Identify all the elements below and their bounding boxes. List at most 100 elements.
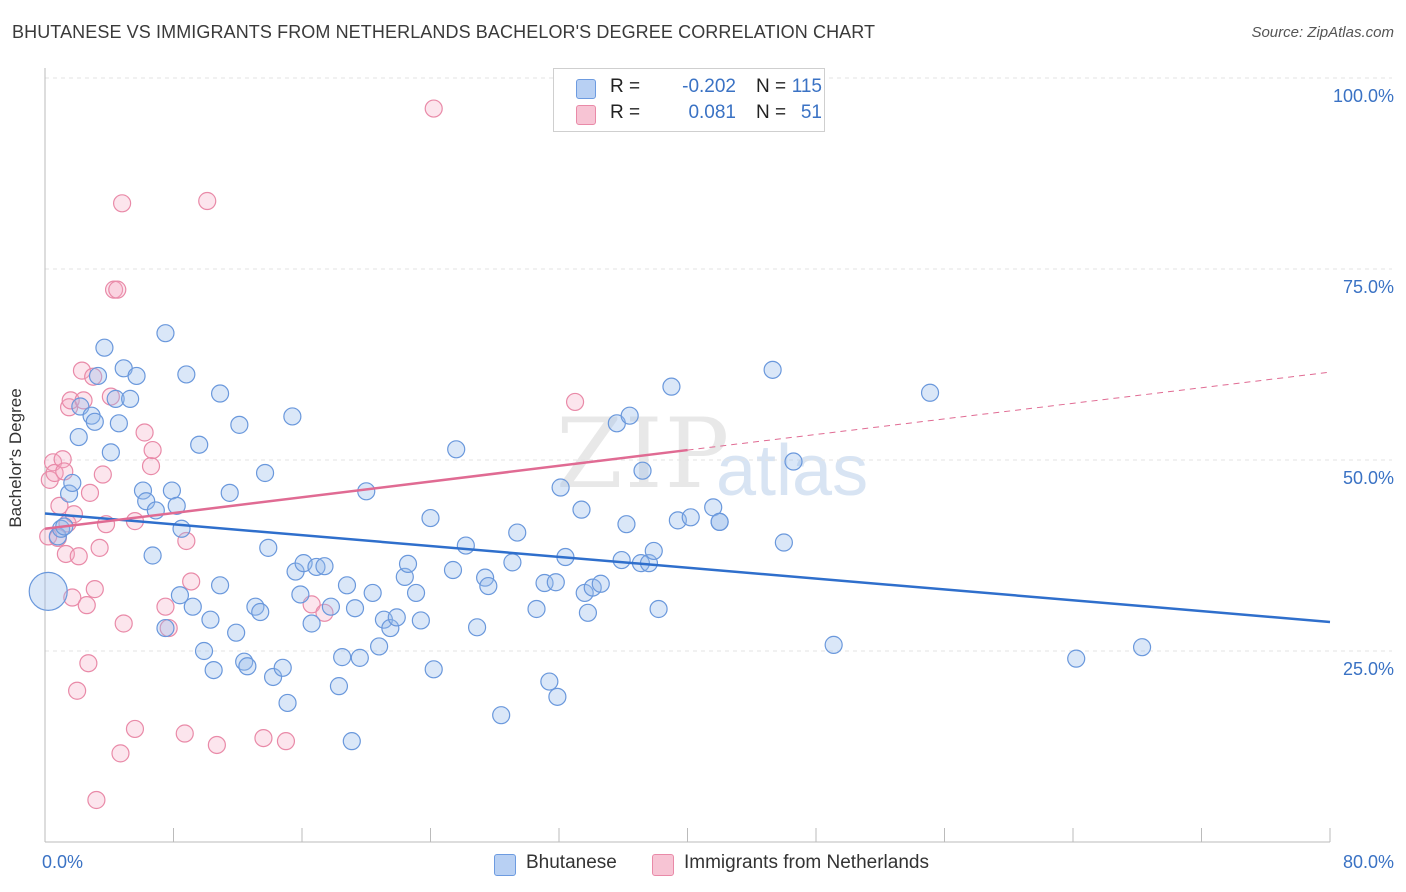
bhutanese-point xyxy=(259,538,278,557)
bhutanese-point xyxy=(121,389,140,408)
netherlands-point xyxy=(79,654,98,673)
bhutanese-point xyxy=(424,660,443,679)
bhutanese-point xyxy=(774,533,793,552)
bhutanese-point xyxy=(156,324,175,343)
bhutanese-point xyxy=(784,452,803,471)
series-netherlands-points xyxy=(39,99,585,810)
bhutanese-point xyxy=(278,693,297,713)
bhutanese-trend-line xyxy=(44,512,1331,624)
bhutanese-point xyxy=(363,583,382,603)
bhutanese-point xyxy=(255,463,275,483)
bhutanese-point xyxy=(315,557,334,576)
bhutanese-point xyxy=(467,618,487,637)
bhutanese-point xyxy=(88,366,108,386)
netherlands-point xyxy=(276,732,296,751)
bhutanese-point xyxy=(333,648,352,667)
netherlands-point xyxy=(84,367,103,386)
netherlands-point xyxy=(80,483,100,502)
netherlands-point xyxy=(87,790,106,810)
bottom-legend-swatch-netherlands xyxy=(652,854,674,876)
netherlands-point xyxy=(77,596,96,615)
netherlands-point xyxy=(198,191,217,211)
bhutanese-point xyxy=(170,586,190,605)
bhutanese-point xyxy=(210,384,230,403)
bhutanese-point xyxy=(503,553,522,572)
netherlands-point xyxy=(85,580,104,599)
legend-n-value: 51 xyxy=(800,102,822,123)
bhutanese-point xyxy=(617,515,636,534)
bhutanese-point xyxy=(133,481,153,500)
bhutanese-point xyxy=(302,614,321,633)
bhutanese-point xyxy=(220,483,239,502)
bhutanese-point xyxy=(85,412,104,431)
legend-r-label: R = xyxy=(610,102,641,123)
bhutanese-point xyxy=(633,461,652,480)
legend-swatch-bhutanese xyxy=(576,79,596,99)
bhutanese-point xyxy=(824,635,843,654)
netherlands-point xyxy=(69,547,88,566)
netherlands-point xyxy=(135,423,154,442)
netherlands-point xyxy=(101,387,120,406)
bhutanese-point xyxy=(246,597,265,616)
bhutanese-point xyxy=(321,597,341,616)
bhutanese-point xyxy=(291,585,310,604)
bhutanese-point xyxy=(710,512,729,531)
bhutanese-point xyxy=(106,389,125,408)
netherlands-point xyxy=(125,719,145,739)
bhutanese-point xyxy=(620,406,639,425)
bhutanese-point xyxy=(421,508,440,528)
bhutanese-point xyxy=(137,492,156,511)
grid-lines xyxy=(45,77,1392,652)
netherlands-point xyxy=(68,681,87,700)
bhutanese-point xyxy=(540,672,559,691)
bhutanese-point xyxy=(406,583,426,603)
watermark-zip: ZIP xyxy=(556,398,732,510)
bhutanese-point xyxy=(230,415,249,434)
legend-r-label: R = xyxy=(610,76,641,97)
bhutanese-point xyxy=(162,481,181,500)
bhutanese-point xyxy=(387,608,406,627)
bhutanese-point xyxy=(411,611,430,630)
bhutanese-point xyxy=(177,365,196,384)
bhutanese-point xyxy=(95,338,114,357)
axes xyxy=(44,68,1331,843)
source-label: Source: ZipAtlas.com xyxy=(1251,24,1394,41)
bhutanese-point xyxy=(251,602,270,622)
legend-r-value: -0.202 xyxy=(682,76,736,97)
bhutanese-point xyxy=(127,366,146,386)
netherlands-point xyxy=(93,465,112,484)
bhutanese-point xyxy=(69,427,88,447)
bhutanese-point xyxy=(201,610,220,629)
bhutanese-point xyxy=(456,536,475,555)
bottom-legend-label-netherlands: Immigrants from Netherlands xyxy=(684,852,929,873)
bhutanese-point xyxy=(662,377,681,396)
bhutanese-point xyxy=(763,360,782,379)
bhutanese-point xyxy=(398,554,418,574)
bhutanese-point xyxy=(546,573,565,592)
bhutanese-point xyxy=(329,677,349,696)
netherlands-point xyxy=(182,572,201,591)
bhutanese-point xyxy=(644,541,663,561)
y-axis-label: Bachelor's Degree xyxy=(6,388,25,528)
bhutanese-point xyxy=(283,407,302,426)
y-tick-label-100: 100.0% xyxy=(1332,86,1394,106)
bhutanese-point xyxy=(59,484,79,503)
bhutanese-point xyxy=(548,687,567,706)
bhutanese-point xyxy=(156,618,175,638)
legend-n-label: N = xyxy=(756,102,787,123)
netherlands-point xyxy=(114,614,133,633)
bhutanese-point xyxy=(238,657,257,676)
legend-swatch-netherlands xyxy=(576,105,596,125)
bhutanese-point xyxy=(194,641,214,661)
bottom-legend-swatch-bhutanese xyxy=(494,854,516,876)
bhutanese-point xyxy=(227,623,246,642)
bhutanese-point xyxy=(551,478,570,497)
bhutanese-point xyxy=(1067,649,1086,668)
bhutanese-point xyxy=(381,618,400,638)
netherlands-point xyxy=(143,440,162,460)
bhutanese-point xyxy=(492,706,511,725)
bhutanese-point xyxy=(920,383,940,402)
bhutanese-point xyxy=(172,519,191,538)
netherlands-point xyxy=(141,457,161,476)
netherlands-point xyxy=(61,391,80,410)
